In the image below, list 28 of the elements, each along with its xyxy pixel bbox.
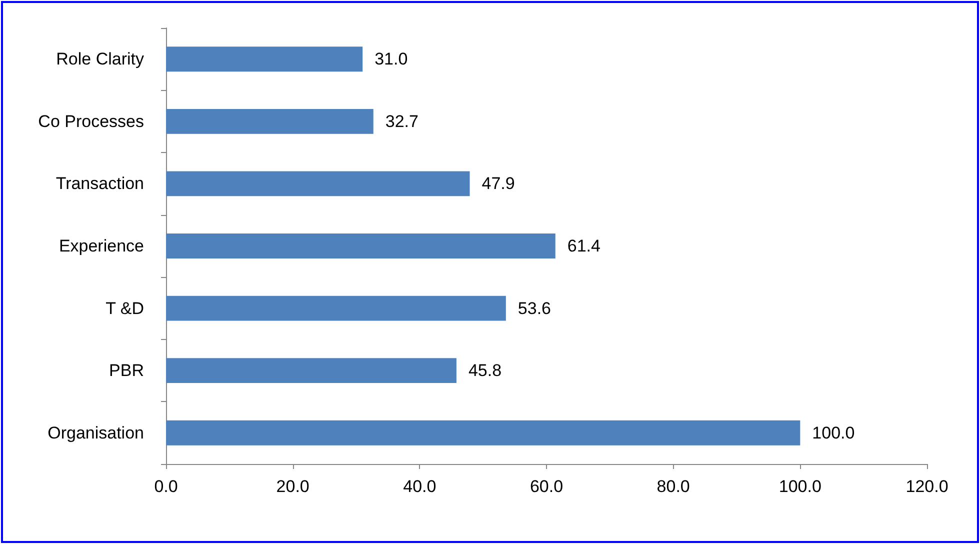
bar xyxy=(166,296,506,321)
data-label: 47.9 xyxy=(482,174,515,194)
y-tick-label: Co Processes xyxy=(38,112,144,131)
bar xyxy=(166,46,363,72)
y-tick-label: Transaction xyxy=(56,174,144,194)
bar xyxy=(166,171,470,196)
data-label: 53.6 xyxy=(518,298,552,318)
y-tick-label: T &D xyxy=(106,298,144,318)
x-tick-label: 120.0 xyxy=(906,477,948,496)
y-tick-label: Experience xyxy=(58,236,144,256)
data-label: 32.7 xyxy=(385,112,418,131)
bar xyxy=(166,420,800,446)
x-tick-label: 0.0 xyxy=(154,477,178,496)
data-label: 45.8 xyxy=(468,361,502,380)
data-label: 61.4 xyxy=(567,236,600,256)
x-tick-label: 40.0 xyxy=(403,477,436,496)
bar xyxy=(166,234,556,258)
data-label: 100.0 xyxy=(812,423,855,442)
x-tick-label: 20.0 xyxy=(276,477,310,496)
x-tick-label: 60.0 xyxy=(530,477,564,496)
x-tick-label: 80.0 xyxy=(656,477,690,496)
y-tick-label: PBR xyxy=(109,361,144,380)
x-tick-label: 100.0 xyxy=(778,477,822,496)
data-label: 31.0 xyxy=(374,50,408,69)
y-tick-label: Role Clarity xyxy=(56,50,144,69)
y-tick-label: Organisation xyxy=(48,423,144,442)
bar xyxy=(166,108,374,134)
bar xyxy=(166,358,456,384)
